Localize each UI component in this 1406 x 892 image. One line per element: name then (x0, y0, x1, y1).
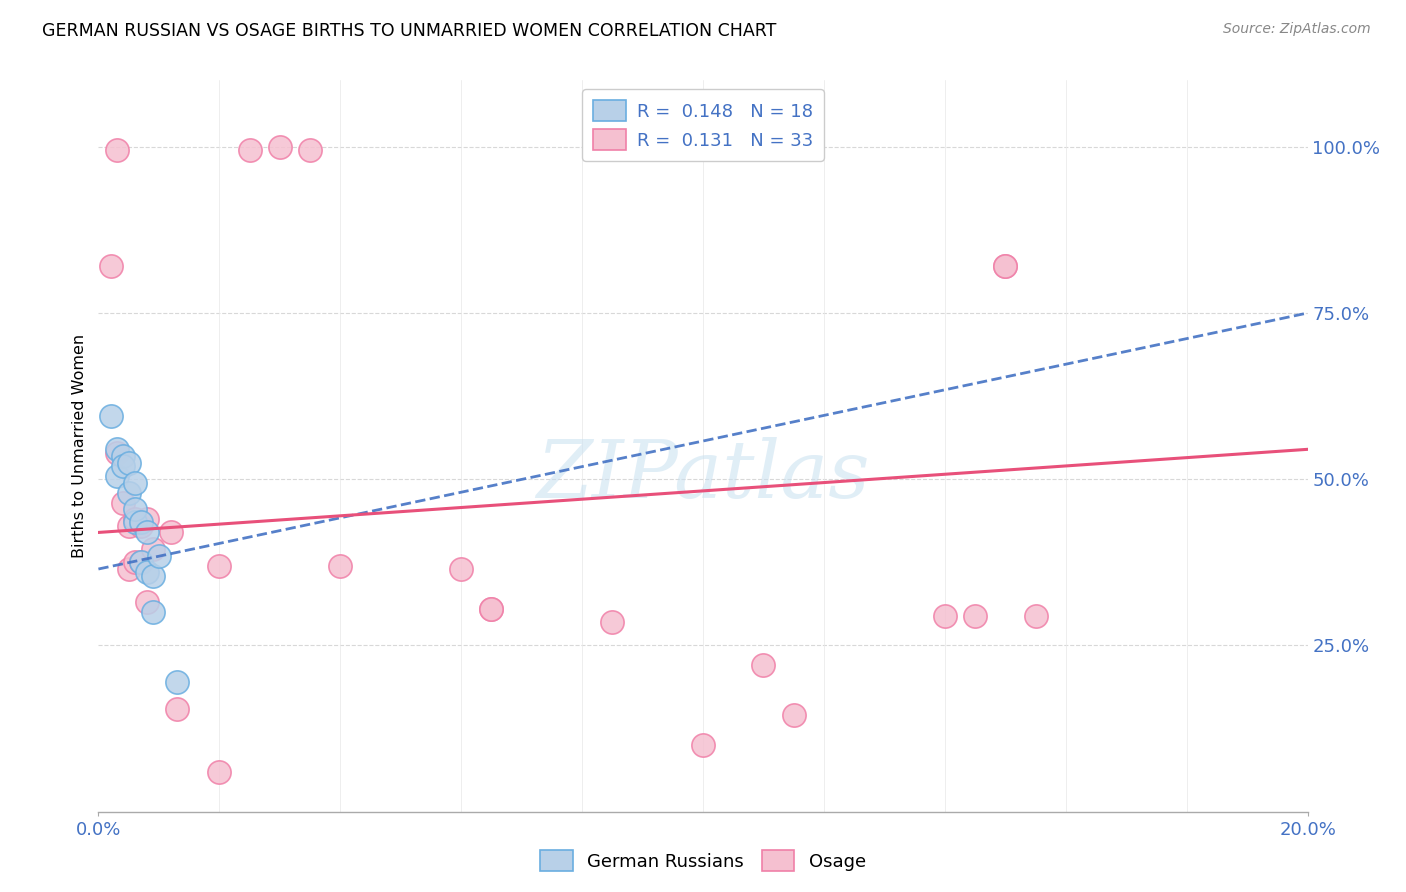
Text: Source: ZipAtlas.com: Source: ZipAtlas.com (1223, 22, 1371, 37)
Point (269, 140, 291, 154)
Point (118, 562, 141, 576)
Point (135, 525, 157, 540)
Point (965, 608, 987, 623)
Point (105, 469, 128, 483)
Point (1024, 608, 1046, 623)
Point (111, 495, 134, 509)
Point (166, 701, 188, 715)
Point (118, 518, 141, 533)
Point (105, 445, 128, 459)
Point (105, 143, 128, 157)
Point (934, 608, 956, 623)
Legend: R =  0.148   N = 18, R =  0.131   N = 33: R = 0.148 N = 18, R = 0.131 N = 33 (582, 89, 824, 161)
Point (208, 764, 231, 779)
Point (602, 615, 624, 630)
Point (100, 409, 122, 423)
Point (166, 675, 188, 690)
Point (299, 143, 322, 157)
Point (142, 568, 165, 582)
Point (129, 518, 152, 533)
Point (994, 260, 1017, 274)
Point (111, 449, 134, 463)
Point (105, 442, 128, 457)
Point (208, 558, 231, 573)
Point (994, 260, 1017, 274)
Point (129, 555, 152, 569)
Point (783, 708, 806, 723)
Point (129, 555, 152, 569)
Point (239, 143, 262, 157)
Point (124, 512, 146, 526)
Point (148, 549, 170, 563)
Point (111, 458, 134, 473)
Text: GERMAN RUSSIAN VS OSAGE BIRTHS TO UNMARRIED WOMEN CORRELATION CHART: GERMAN RUSSIAN VS OSAGE BIRTHS TO UNMARR… (42, 22, 776, 40)
Point (481, 602, 503, 616)
Point (135, 512, 157, 526)
Text: ZIPatlas: ZIPatlas (536, 436, 870, 514)
Point (100, 260, 122, 274)
Point (118, 485, 141, 500)
Point (129, 516, 152, 530)
Point (135, 595, 157, 609)
Point (142, 605, 165, 619)
Point (160, 525, 183, 540)
Point (142, 542, 165, 557)
Point (124, 516, 146, 530)
Point (135, 566, 157, 580)
Point (124, 502, 146, 516)
Point (450, 562, 472, 576)
Point (118, 456, 141, 470)
Point (329, 558, 352, 573)
Point (752, 658, 775, 673)
Point (124, 555, 146, 569)
Legend: German Russians, Osage: German Russians, Osage (533, 843, 873, 879)
Point (481, 602, 503, 616)
Y-axis label: Births to Unmarried Women: Births to Unmarried Women (72, 334, 87, 558)
Point (124, 475, 146, 490)
Point (692, 738, 714, 752)
